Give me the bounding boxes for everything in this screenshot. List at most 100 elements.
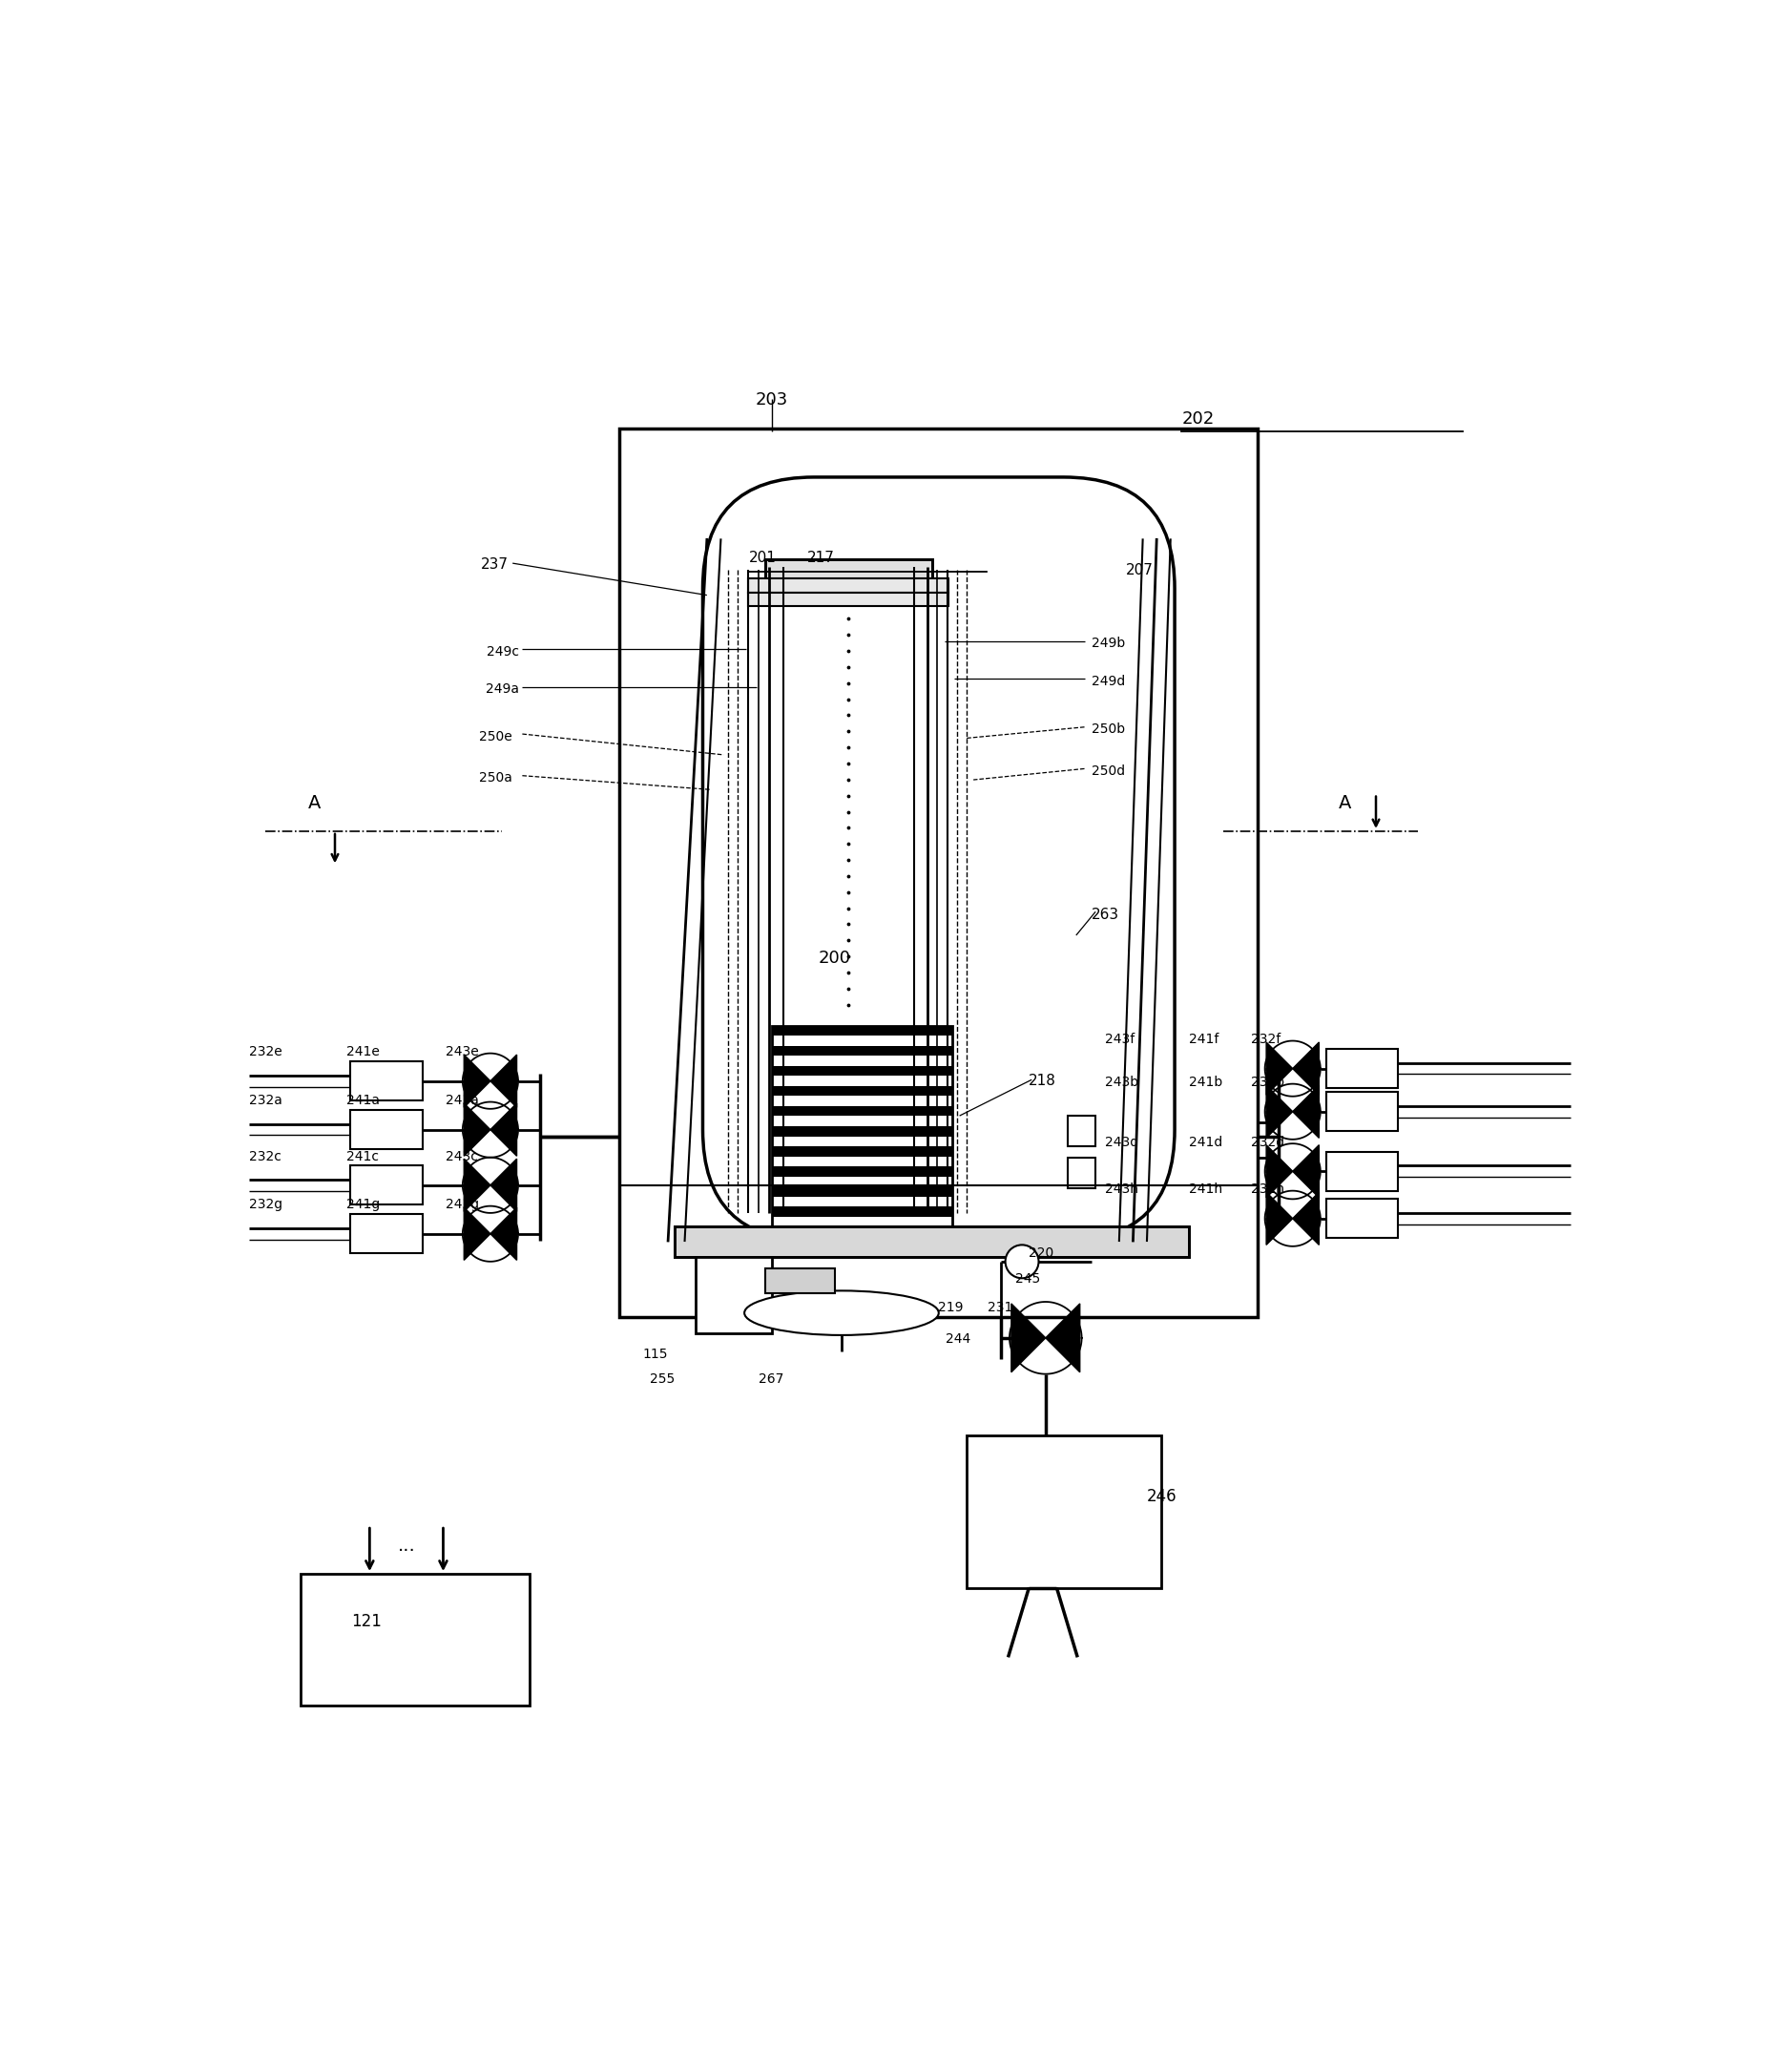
FancyBboxPatch shape	[702, 477, 1175, 1241]
Text: 243c: 243c	[446, 1150, 478, 1162]
Text: 232g: 232g	[249, 1198, 283, 1212]
Text: 241b: 241b	[1189, 1075, 1221, 1090]
Polygon shape	[1266, 1086, 1293, 1138]
Text: 115: 115	[643, 1347, 668, 1361]
Bar	[765, 559, 931, 586]
Bar	[772, 1216, 953, 1229]
Circle shape	[1005, 1245, 1039, 1278]
Text: 232f: 232f	[1250, 1034, 1281, 1046]
Text: ...: ...	[398, 1537, 416, 1554]
Polygon shape	[1266, 1191, 1293, 1245]
Text: 267: 267	[758, 1372, 783, 1386]
Text: 201: 201	[749, 551, 776, 566]
Text: 217: 217	[806, 551, 835, 566]
Bar	[772, 1117, 953, 1127]
Bar	[749, 593, 949, 607]
Text: 250b: 250b	[1091, 723, 1125, 736]
Bar	[1325, 1092, 1399, 1131]
Text: 232c: 232c	[249, 1150, 281, 1162]
Bar	[695, 1258, 772, 1334]
Text: 121: 121	[351, 1612, 381, 1631]
Bar	[351, 1061, 423, 1100]
Text: 250e: 250e	[480, 729, 512, 744]
Bar	[675, 1227, 1189, 1258]
Bar	[1325, 1200, 1399, 1237]
Bar	[772, 1036, 953, 1046]
Bar	[772, 1198, 953, 1208]
Bar	[772, 1187, 953, 1198]
Text: 250a: 250a	[480, 771, 512, 785]
Polygon shape	[491, 1102, 518, 1156]
Text: 241a: 241a	[346, 1094, 380, 1106]
Polygon shape	[464, 1055, 491, 1106]
Text: 243a: 243a	[446, 1094, 480, 1106]
Bar	[1325, 1048, 1399, 1088]
Text: 207: 207	[1127, 564, 1153, 578]
Ellipse shape	[745, 1291, 938, 1334]
Text: 250d: 250d	[1091, 765, 1125, 777]
Bar	[772, 1106, 953, 1117]
Bar	[351, 1167, 423, 1204]
Bar	[772, 1075, 953, 1088]
Bar	[351, 1111, 423, 1150]
Text: 255: 255	[650, 1372, 675, 1386]
Bar	[772, 1167, 953, 1177]
Text: 241f: 241f	[1189, 1034, 1218, 1046]
Bar	[772, 1206, 953, 1218]
Text: 203: 203	[756, 392, 788, 408]
Bar	[772, 1026, 953, 1036]
Bar	[772, 1046, 953, 1057]
Text: 245: 245	[1015, 1272, 1041, 1287]
Bar	[301, 1575, 530, 1705]
Polygon shape	[464, 1208, 491, 1260]
Bar	[675, 1227, 1189, 1258]
Text: 249d: 249d	[1091, 673, 1125, 688]
Text: A: A	[308, 794, 321, 812]
Polygon shape	[491, 1158, 518, 1212]
Polygon shape	[491, 1208, 518, 1260]
Bar	[772, 1065, 953, 1077]
Bar	[772, 1156, 953, 1169]
Text: A: A	[1340, 794, 1352, 812]
Text: 232e: 232e	[249, 1046, 281, 1059]
Text: 244: 244	[946, 1332, 971, 1345]
Bar	[1325, 1152, 1399, 1191]
Text: 243h: 243h	[1105, 1183, 1139, 1196]
Polygon shape	[1293, 1086, 1318, 1138]
Text: 243e: 243e	[446, 1046, 480, 1059]
Text: 249a: 249a	[485, 682, 519, 696]
Bar	[772, 1135, 953, 1148]
Text: 231: 231	[987, 1301, 1012, 1314]
Text: 241e: 241e	[346, 1046, 380, 1059]
Bar	[772, 1146, 953, 1158]
Bar	[1067, 1117, 1096, 1146]
Bar	[351, 1214, 423, 1254]
Text: 246: 246	[1146, 1488, 1177, 1504]
Bar	[772, 1096, 953, 1106]
Text: 200: 200	[818, 949, 851, 966]
Bar	[772, 1026, 953, 1227]
Bar	[772, 1057, 953, 1067]
Bar	[1067, 1158, 1096, 1187]
Polygon shape	[464, 1102, 491, 1156]
Text: 220: 220	[1028, 1245, 1053, 1260]
Polygon shape	[1046, 1303, 1080, 1372]
Text: 241c: 241c	[346, 1150, 378, 1162]
Polygon shape	[464, 1158, 491, 1212]
Text: 232d: 232d	[1250, 1135, 1284, 1150]
Polygon shape	[1293, 1042, 1318, 1094]
Bar	[967, 1436, 1161, 1587]
Bar	[749, 578, 949, 593]
Text: 241h: 241h	[1189, 1183, 1221, 1196]
Bar	[765, 559, 931, 586]
Polygon shape	[1266, 1042, 1293, 1094]
Text: 232b: 232b	[1250, 1075, 1284, 1090]
Polygon shape	[1293, 1146, 1318, 1198]
Text: 202: 202	[1182, 410, 1214, 427]
Bar	[765, 1268, 835, 1293]
Text: 243f: 243f	[1105, 1034, 1135, 1046]
Bar	[772, 1127, 953, 1138]
Text: 241g: 241g	[346, 1198, 380, 1212]
Polygon shape	[491, 1055, 518, 1106]
Text: 243d: 243d	[1105, 1135, 1139, 1150]
